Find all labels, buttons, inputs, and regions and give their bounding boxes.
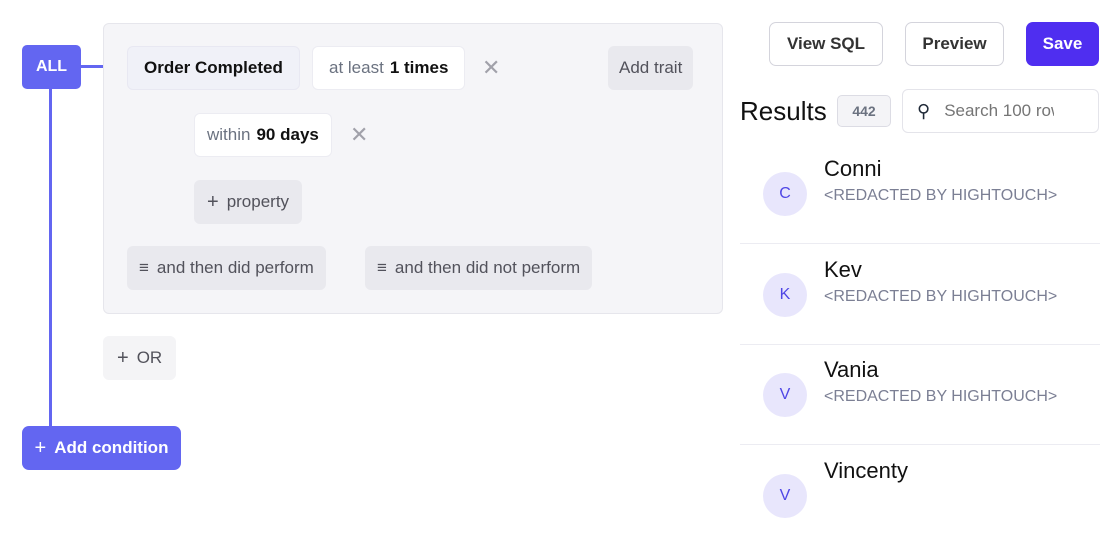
event-name: Order Completed <box>144 58 283 77</box>
then-did-label: and then did perform <box>156 258 314 277</box>
result-name: Vincenty <box>824 458 908 483</box>
result-row[interactable]: K Kev <REDACTED BY HIGHTOUCH> <box>740 245 1100 345</box>
condition-connector-branch <box>80 65 104 68</box>
condition-connector-line <box>49 66 52 436</box>
then-did-not-perform-button[interactable]: ≡ and then did not perform <box>365 246 593 290</box>
result-row[interactable]: C Conni <REDACTED BY HIGHTOUCH> <box>740 144 1100 244</box>
event-selector[interactable]: Order Completed <box>127 46 300 90</box>
add-property-label: property <box>226 192 290 211</box>
frequency-value: 1 times <box>389 58 449 77</box>
result-row[interactable]: V Vincenty <box>740 446 1100 546</box>
result-row[interactable]: V Vania <REDACTED BY HIGHTOUCH> <box>740 345 1100 445</box>
avatar: C <box>763 172 807 216</box>
results-title: Results <box>740 96 827 126</box>
remove-window-icon[interactable]: ✕ <box>350 122 369 147</box>
filter-icon: ≡ <box>377 258 387 277</box>
avatar: K <box>763 273 807 317</box>
window-prefix: within <box>207 125 251 144</box>
frequency-prefix: at least <box>329 58 384 77</box>
plus-icon: + <box>34 436 47 459</box>
add-trait-button[interactable]: Add trait <box>608 46 694 90</box>
avatar: V <box>763 474 807 518</box>
all-operator-toggle[interactable]: ALL <box>22 45 81 89</box>
plus-icon: + <box>117 346 129 369</box>
result-subtitle: <REDACTED BY HIGHTOUCH> <box>824 288 1058 305</box>
add-condition-button[interactable]: + Add condition <box>22 426 181 470</box>
result-name: Vania <box>824 357 879 382</box>
search-icon: ⚲ <box>917 100 931 121</box>
plus-icon: + <box>207 190 219 213</box>
result-subtitle: <REDACTED BY HIGHTOUCH> <box>824 388 1058 405</box>
then-did-perform-button[interactable]: ≡ and then did perform <box>127 246 326 290</box>
result-name: Conni <box>824 156 882 181</box>
remove-frequency-icon[interactable]: ✕ <box>482 55 501 80</box>
or-button[interactable]: + OR <box>103 336 177 380</box>
avatar: V <box>763 373 807 417</box>
search-input[interactable] <box>944 101 1055 121</box>
result-subtitle: <REDACTED BY HIGHTOUCH> <box>824 187 1058 204</box>
add-property-button[interactable]: + property <box>194 180 303 224</box>
filter-icon: ≡ <box>139 258 149 277</box>
or-label: OR <box>136 348 163 367</box>
save-button[interactable]: Save <box>1026 22 1099 66</box>
window-value: 90 days <box>256 125 319 144</box>
time-window-selector[interactable]: within 90 days <box>194 113 332 157</box>
frequency-selector[interactable]: at least 1 times <box>312 46 466 90</box>
search-box[interactable]: ⚲ <box>902 89 1099 133</box>
preview-button[interactable]: Preview <box>905 22 1004 66</box>
add-condition-label: Add condition <box>54 438 169 457</box>
then-did-not-label: and then did not perform <box>394 258 581 277</box>
result-name: Kev <box>824 257 862 282</box>
view-sql-button[interactable]: View SQL <box>769 22 883 66</box>
results-count-badge: 442 <box>837 95 891 127</box>
